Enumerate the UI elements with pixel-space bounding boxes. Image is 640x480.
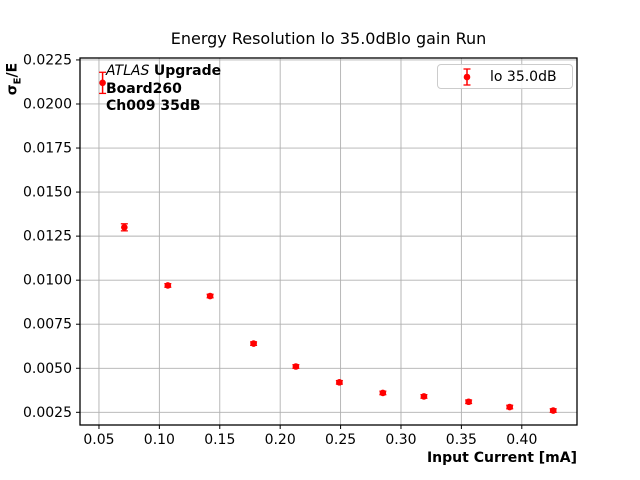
- legend-errorbar-marker-icon: [459, 66, 475, 88]
- annotation-line-1: ATLAS Upgrade: [106, 63, 221, 81]
- y-tick-label: 0.0125: [23, 229, 72, 245]
- data-point: [250, 340, 257, 347]
- annotation-line-2: Board260: [106, 80, 182, 97]
- annotation-upgrade-text: Upgrade: [153, 63, 222, 79]
- x-tick-label: 0.05: [83, 432, 114, 448]
- y-tick-label: 0.0050: [23, 361, 72, 377]
- y-tick-label: 0.0025: [23, 405, 72, 421]
- x-axis-label: Input Current [mA]: [426, 450, 577, 466]
- ylabel-suffix: /E: [4, 62, 21, 78]
- x-tick-label: 0.15: [204, 432, 235, 448]
- data-point: [506, 403, 514, 411]
- x-tick-label: 0.10: [144, 432, 175, 448]
- data-point: [164, 282, 172, 289]
- data-point: [206, 292, 214, 300]
- data-point: [465, 398, 472, 406]
- ylabel-sigma: σ: [4, 84, 21, 96]
- atlas-annotation: ATLAS Upgrade Board260 Ch009 35dB: [106, 63, 221, 116]
- ylabel-subscript: E: [12, 77, 24, 85]
- data-point: [336, 379, 343, 386]
- y-tick-label: 0.0200: [23, 96, 72, 112]
- legend: lo 35.0dB: [437, 64, 573, 89]
- data-point: [99, 79, 106, 87]
- chart-title: Energy Resolution lo 35.0dBlo gain Run: [170, 29, 487, 48]
- y-tick-label: 0.0100: [23, 273, 72, 289]
- y-tick-label: 0.0225: [23, 52, 72, 68]
- data-point: [292, 363, 300, 370]
- data-point: [121, 224, 128, 231]
- grid-lines: [80, 58, 577, 425]
- x-tick-label: 0.40: [506, 432, 537, 448]
- x-tick-label: 0.25: [325, 432, 356, 448]
- x-tick-label: 0.35: [446, 432, 477, 448]
- y-axis-label: σE/E: [5, 63, 24, 95]
- data-series: [99, 71, 557, 414]
- annotation-atlas-text: ATLAS: [106, 63, 150, 79]
- y-tick-label: 0.0150: [23, 185, 72, 201]
- data-point: [420, 393, 428, 400]
- axis-ticks: 0.05 0.10 0.15 0.20 0.25 0.30 0.35 0.40 0.0025 0.…: [23, 52, 537, 448]
- plot-border: [79, 57, 578, 426]
- x-tick-label: 0.20: [265, 432, 296, 448]
- y-tick-label: 0.0075: [23, 317, 72, 333]
- data-point: [549, 407, 557, 414]
- y-tick-label: 0.0175: [23, 141, 72, 157]
- data-point: [379, 389, 387, 397]
- legend-label: lo 35.0dB: [490, 68, 557, 85]
- x-tick-label: 0.30: [385, 432, 416, 448]
- annotation-line-3: Ch009 35dB: [106, 98, 201, 114]
